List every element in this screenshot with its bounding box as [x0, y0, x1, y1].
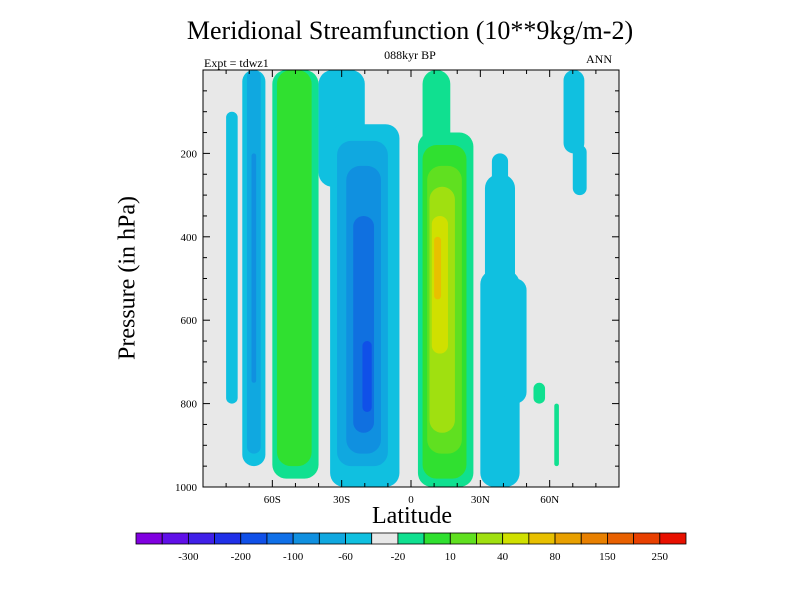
colorbar-swatch	[423, 532, 451, 545]
y-tick-label: 200	[181, 148, 198, 160]
chart-title: Meridional Streamfunction (10**9kg/m-2)	[186, 16, 634, 45]
experiment-label: Expt = tdwz1	[204, 56, 269, 70]
contour-region-23	[563, 70, 585, 154]
colorbar-swatch	[161, 532, 189, 545]
contour-region-25	[554, 403, 559, 467]
colorbar-swatch	[187, 532, 215, 545]
colorbar-swatch	[214, 532, 242, 545]
contour-region-24	[572, 145, 587, 196]
chart-subtitle: 088kyr BP	[384, 48, 436, 62]
colorbar-label: 150	[599, 551, 616, 563]
colorbar-label: -100	[283, 551, 304, 563]
plot-axes: 200 400 600 800 1000 60S 30S 0 30N 60N	[175, 69, 620, 506]
colorbar-swatch	[266, 532, 294, 545]
colorbar-label: -200	[231, 551, 252, 563]
contour-region-5	[276, 70, 312, 467]
colorbar-swatch	[528, 532, 556, 545]
colorbar-swatch	[476, 532, 504, 545]
x-axis-label: Latitude	[372, 503, 452, 529]
colorbar-swatch	[397, 532, 425, 545]
colorbar-label: -300	[178, 551, 199, 563]
colorbar-swatch	[240, 532, 268, 545]
y-tick-label: 400	[181, 232, 198, 244]
colorbar: -300 -200 -100 -60 -20 10 40 80 150 250	[135, 532, 687, 563]
contour-plot	[203, 70, 619, 487]
x-tick-label: 30N	[471, 494, 490, 506]
colorbar-swatch	[502, 532, 530, 545]
x-tick-label: 60S	[264, 494, 281, 506]
x-tick-label: 60N	[540, 494, 559, 506]
colorbar-swatch	[371, 532, 399, 545]
colorbar-swatch	[580, 532, 608, 545]
y-tick-label: 600	[181, 315, 198, 327]
colorbar-label: -20	[391, 551, 406, 563]
colorbar-swatch	[292, 532, 320, 545]
colorbar-swatch	[659, 532, 687, 545]
contour-region-26	[533, 382, 546, 404]
contour-region-11	[362, 341, 372, 412]
colorbar-label: 10	[445, 551, 457, 563]
colorbar-swatch	[318, 532, 346, 545]
y-tick-label: 800	[181, 399, 198, 411]
colorbar-swatch	[633, 532, 661, 545]
colorbar-swatch	[345, 532, 373, 545]
contour-region-22	[503, 278, 527, 404]
x-tick-label: 0	[408, 494, 414, 506]
contour-region-12	[422, 70, 451, 154]
contour-region-0	[226, 111, 238, 404]
colorbar-swatch	[449, 532, 477, 545]
colorbar-label: -60	[338, 551, 353, 563]
contour-region-21	[491, 153, 509, 258]
y-tick-label: 1000	[175, 482, 198, 494]
colorbar-swatch	[135, 532, 163, 545]
colorbar-label: 80	[550, 551, 562, 563]
colorbar-swatch	[607, 532, 635, 545]
contour-region-3	[251, 153, 257, 383]
colorbar-label: 40	[497, 551, 509, 563]
season-label: ANN	[586, 52, 612, 66]
colorbar-label: 250	[652, 551, 669, 563]
colorbar-swatch	[554, 532, 582, 545]
x-tick-label: 30S	[333, 494, 350, 506]
contour-region-18	[434, 236, 442, 300]
